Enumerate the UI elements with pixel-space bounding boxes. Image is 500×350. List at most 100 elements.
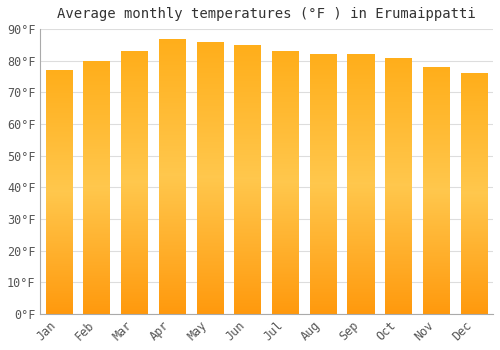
Bar [310,106,337,107]
Bar [423,150,450,151]
Bar [159,264,186,266]
Bar [385,78,412,79]
Bar [310,139,337,140]
Bar [84,190,110,191]
Bar [121,180,148,181]
Bar [234,206,262,208]
Bar [310,224,337,226]
Bar [385,236,412,237]
Bar [46,146,73,147]
Bar [310,210,337,211]
Bar [423,239,450,240]
Bar [460,289,488,290]
Bar [121,235,148,236]
Bar [348,176,374,178]
Bar [159,205,186,206]
Bar [460,83,488,84]
Bar [310,130,337,131]
Bar [460,168,488,169]
Bar [196,221,224,223]
Bar [423,278,450,279]
Bar [84,292,110,294]
Bar [84,186,110,187]
Bar [159,128,186,130]
Bar [272,285,299,286]
Bar [234,96,262,97]
Bar [460,163,488,165]
Bar [385,279,412,281]
Bar [385,273,412,274]
Bar [234,80,262,81]
Bar [310,160,337,161]
Bar [348,136,374,138]
Bar [84,72,110,74]
Bar [423,82,450,83]
Bar [46,228,73,229]
Bar [234,310,262,311]
Bar [272,196,299,197]
Bar [121,206,148,208]
Bar [84,99,110,100]
Bar [84,124,110,125]
Bar [159,130,186,131]
Bar [348,155,374,157]
Bar [234,156,262,158]
Bar [196,123,224,125]
Bar [159,252,186,253]
Bar [121,222,148,223]
Bar [348,227,374,228]
Bar [159,125,186,127]
Bar [234,148,262,150]
Bar [196,137,224,138]
Bar [234,130,262,131]
Bar [84,308,110,309]
Bar [121,75,148,76]
Bar [423,236,450,237]
Bar [310,123,337,125]
Bar [234,45,262,46]
Bar [234,178,262,180]
Bar [385,225,412,227]
Bar [385,146,412,147]
Bar [423,147,450,148]
Bar [423,76,450,77]
Bar [121,299,148,301]
Bar [272,209,299,210]
Bar [385,119,412,120]
Bar [385,259,412,260]
Bar [234,163,262,164]
Bar [46,300,73,302]
Bar [234,214,262,216]
Bar [234,161,262,162]
Bar [46,135,73,136]
Bar [159,61,186,62]
Bar [234,99,262,100]
Bar [348,145,374,147]
Bar [196,146,224,148]
Bar [310,67,337,69]
Bar [423,161,450,162]
Bar [310,215,337,217]
Bar [423,172,450,173]
Bar [84,189,110,190]
Bar [310,105,337,106]
Bar [460,273,488,274]
Bar [84,185,110,186]
Bar [460,96,488,97]
Bar [385,306,412,308]
Bar [234,265,262,267]
Bar [460,107,488,108]
Bar [46,87,73,89]
Bar [234,167,262,169]
Bar [310,199,337,201]
Bar [196,125,224,126]
Bar [385,268,412,269]
Bar [272,292,299,293]
Bar [460,196,488,197]
Bar [272,104,299,105]
Bar [385,289,412,291]
Bar [84,202,110,204]
Bar [460,297,488,298]
Bar [84,275,110,276]
Bar [385,100,412,101]
